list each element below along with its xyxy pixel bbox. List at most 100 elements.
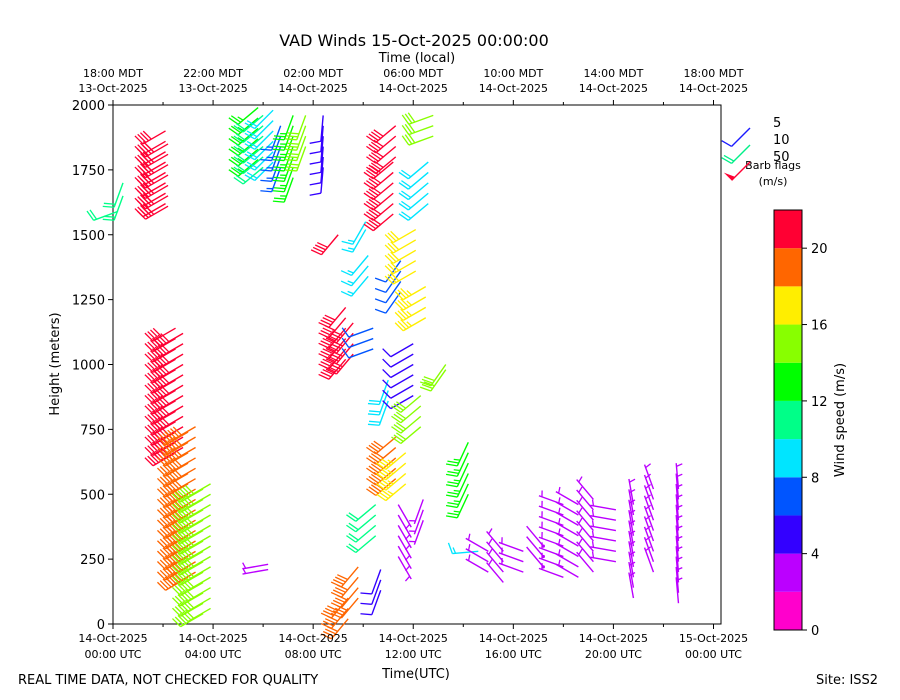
- barb-full: [368, 164, 379, 173]
- barb-full: [368, 178, 379, 186]
- barb-full: [154, 408, 164, 418]
- barb-half: [453, 489, 461, 492]
- wind-barb: [151, 405, 184, 420]
- barb-shaft: [555, 501, 579, 516]
- barb-half: [578, 528, 583, 535]
- barb-full: [397, 289, 407, 299]
- barb-full: [162, 443, 172, 453]
- barb-half: [237, 126, 244, 132]
- barb-half: [591, 530, 595, 538]
- barb-shaft: [385, 472, 407, 491]
- barb-full: [150, 454, 160, 463]
- barb-full: [235, 164, 247, 173]
- barb-shaft: [397, 535, 412, 559]
- barb-shaft: [350, 275, 369, 297]
- barb-full: [136, 148, 146, 158]
- barb-full: [370, 175, 382, 184]
- barb-shaft: [413, 499, 424, 525]
- barb-full: [159, 466, 169, 475]
- barb-shaft: [526, 546, 544, 568]
- barb-full: [162, 547, 172, 557]
- barb-full: [136, 158, 146, 168]
- wind-barb: [376, 472, 407, 491]
- barb-full: [157, 386, 167, 396]
- barb-shaft: [576, 510, 594, 532]
- barb-full: [373, 139, 384, 148]
- wind-barb: [285, 115, 307, 141]
- barb-shaft: [355, 514, 377, 533]
- barb-full: [235, 123, 247, 131]
- barb-full: [327, 605, 338, 612]
- wind-barb: [382, 363, 414, 379]
- barb-full: [404, 134, 413, 145]
- barb-full: [324, 607, 336, 614]
- barb-full: [363, 223, 374, 232]
- barb-full: [156, 436, 167, 446]
- barb-full: [103, 202, 116, 205]
- barb-shaft: [145, 143, 169, 158]
- barb-full: [151, 348, 161, 358]
- barb-full: [142, 176, 152, 186]
- barb-shaft: [352, 221, 367, 245]
- barb-shaft: [392, 249, 417, 264]
- barb-full: [159, 476, 169, 486]
- barb-shaft: [390, 374, 414, 389]
- barb-full: [235, 174, 247, 183]
- barb-full: [144, 384, 154, 394]
- barb-full: [320, 371, 332, 378]
- barb-full: [230, 167, 242, 175]
- barb-full: [150, 350, 160, 360]
- barb-full: [144, 394, 154, 404]
- barb-shaft: [390, 363, 414, 379]
- y-axis-label: Height (meters): [48, 312, 63, 415]
- wind-barb: [102, 195, 124, 221]
- barb-half: [467, 554, 471, 561]
- barb-full: [177, 500, 187, 510]
- barb-full: [380, 458, 392, 466]
- barb-full: [322, 348, 334, 355]
- barb-full: [260, 158, 272, 162]
- y-tick-label: 750: [80, 423, 105, 438]
- barb-half: [406, 290, 412, 296]
- barb-shaft: [142, 171, 166, 187]
- barb-full: [348, 543, 359, 551]
- barb-shaft: [675, 566, 680, 593]
- barb-shaft: [675, 494, 680, 521]
- barb-full: [159, 486, 169, 496]
- barb-full: [170, 573, 180, 583]
- barb-full: [387, 263, 397, 273]
- barb-full: [401, 211, 412, 219]
- barb-full: [370, 484, 382, 492]
- barb-full: [272, 190, 285, 193]
- barb-full: [309, 182, 322, 186]
- barb-full: [162, 557, 172, 567]
- barb-shaft: [555, 522, 579, 537]
- barb-full: [167, 564, 177, 574]
- barb-full: [167, 575, 177, 584]
- barb-shaft: [397, 556, 412, 580]
- barb-full: [340, 280, 352, 287]
- barb-full: [156, 550, 167, 560]
- barb-full: [162, 474, 172, 484]
- barb-shaft: [145, 205, 169, 220]
- x-axis-label: Time(UTC): [381, 667, 450, 682]
- barb-shaft: [372, 171, 394, 190]
- barb-full: [235, 143, 247, 152]
- wind-barb: [134, 130, 166, 145]
- y-tick-label: 0: [97, 618, 105, 633]
- barb-shaft: [590, 535, 617, 542]
- barb-full: [368, 486, 379, 494]
- wind-barb: [419, 369, 447, 392]
- barb-full: [404, 113, 413, 124]
- barb-shaft: [498, 541, 524, 552]
- wind-barb: [179, 597, 211, 612]
- barb-shaft: [160, 374, 184, 389]
- barb-full: [310, 249, 322, 256]
- barb-full: [327, 366, 339, 373]
- barb-full: [139, 146, 149, 156]
- barb-shaft: [187, 524, 211, 539]
- barb-full: [447, 470, 459, 475]
- wind-barb: [401, 112, 434, 125]
- barb-full: [407, 112, 416, 123]
- barb-half: [578, 476, 583, 483]
